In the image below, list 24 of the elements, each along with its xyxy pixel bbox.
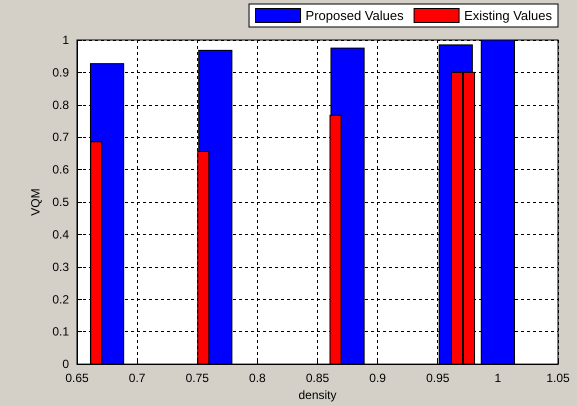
y-tick-label: 1 — [62, 33, 70, 47]
legend-label: Proposed Values — [306, 8, 404, 23]
x-tick-label: 1 — [494, 371, 502, 386]
x-tick-label: 0.8 — [249, 371, 266, 386]
y-tick-label: 0.9 — [52, 65, 70, 80]
x-tick-label: 0.75 — [186, 371, 210, 386]
x-tick-label: 1.05 — [546, 371, 570, 386]
y-tick-label: 0.5 — [52, 195, 70, 210]
x-tick-label: 0.95 — [426, 371, 450, 386]
x-tick-label: 0.85 — [306, 371, 330, 386]
x-tick-label: 0.7 — [128, 371, 146, 386]
x-tick-label: 0.9 — [369, 371, 386, 386]
y-tick-label: 0 — [62, 357, 70, 372]
y-axis-title: VQM — [28, 188, 42, 216]
legend-label: Existing Values — [464, 8, 552, 23]
y-tick-label: 0.4 — [52, 227, 70, 242]
x-tick-label: 0.65 — [65, 371, 89, 386]
x-axis-title: density — [298, 388, 337, 402]
y-tick-label: 0.3 — [52, 260, 70, 274]
y-tick-label: 0.8 — [52, 98, 70, 112]
y-tick-label: 0.7 — [52, 130, 70, 144]
y-tick-label: 0.6 — [52, 162, 70, 177]
y-tick-label: 0.1 — [52, 324, 70, 339]
y-tick-label: 0.2 — [52, 292, 70, 306]
